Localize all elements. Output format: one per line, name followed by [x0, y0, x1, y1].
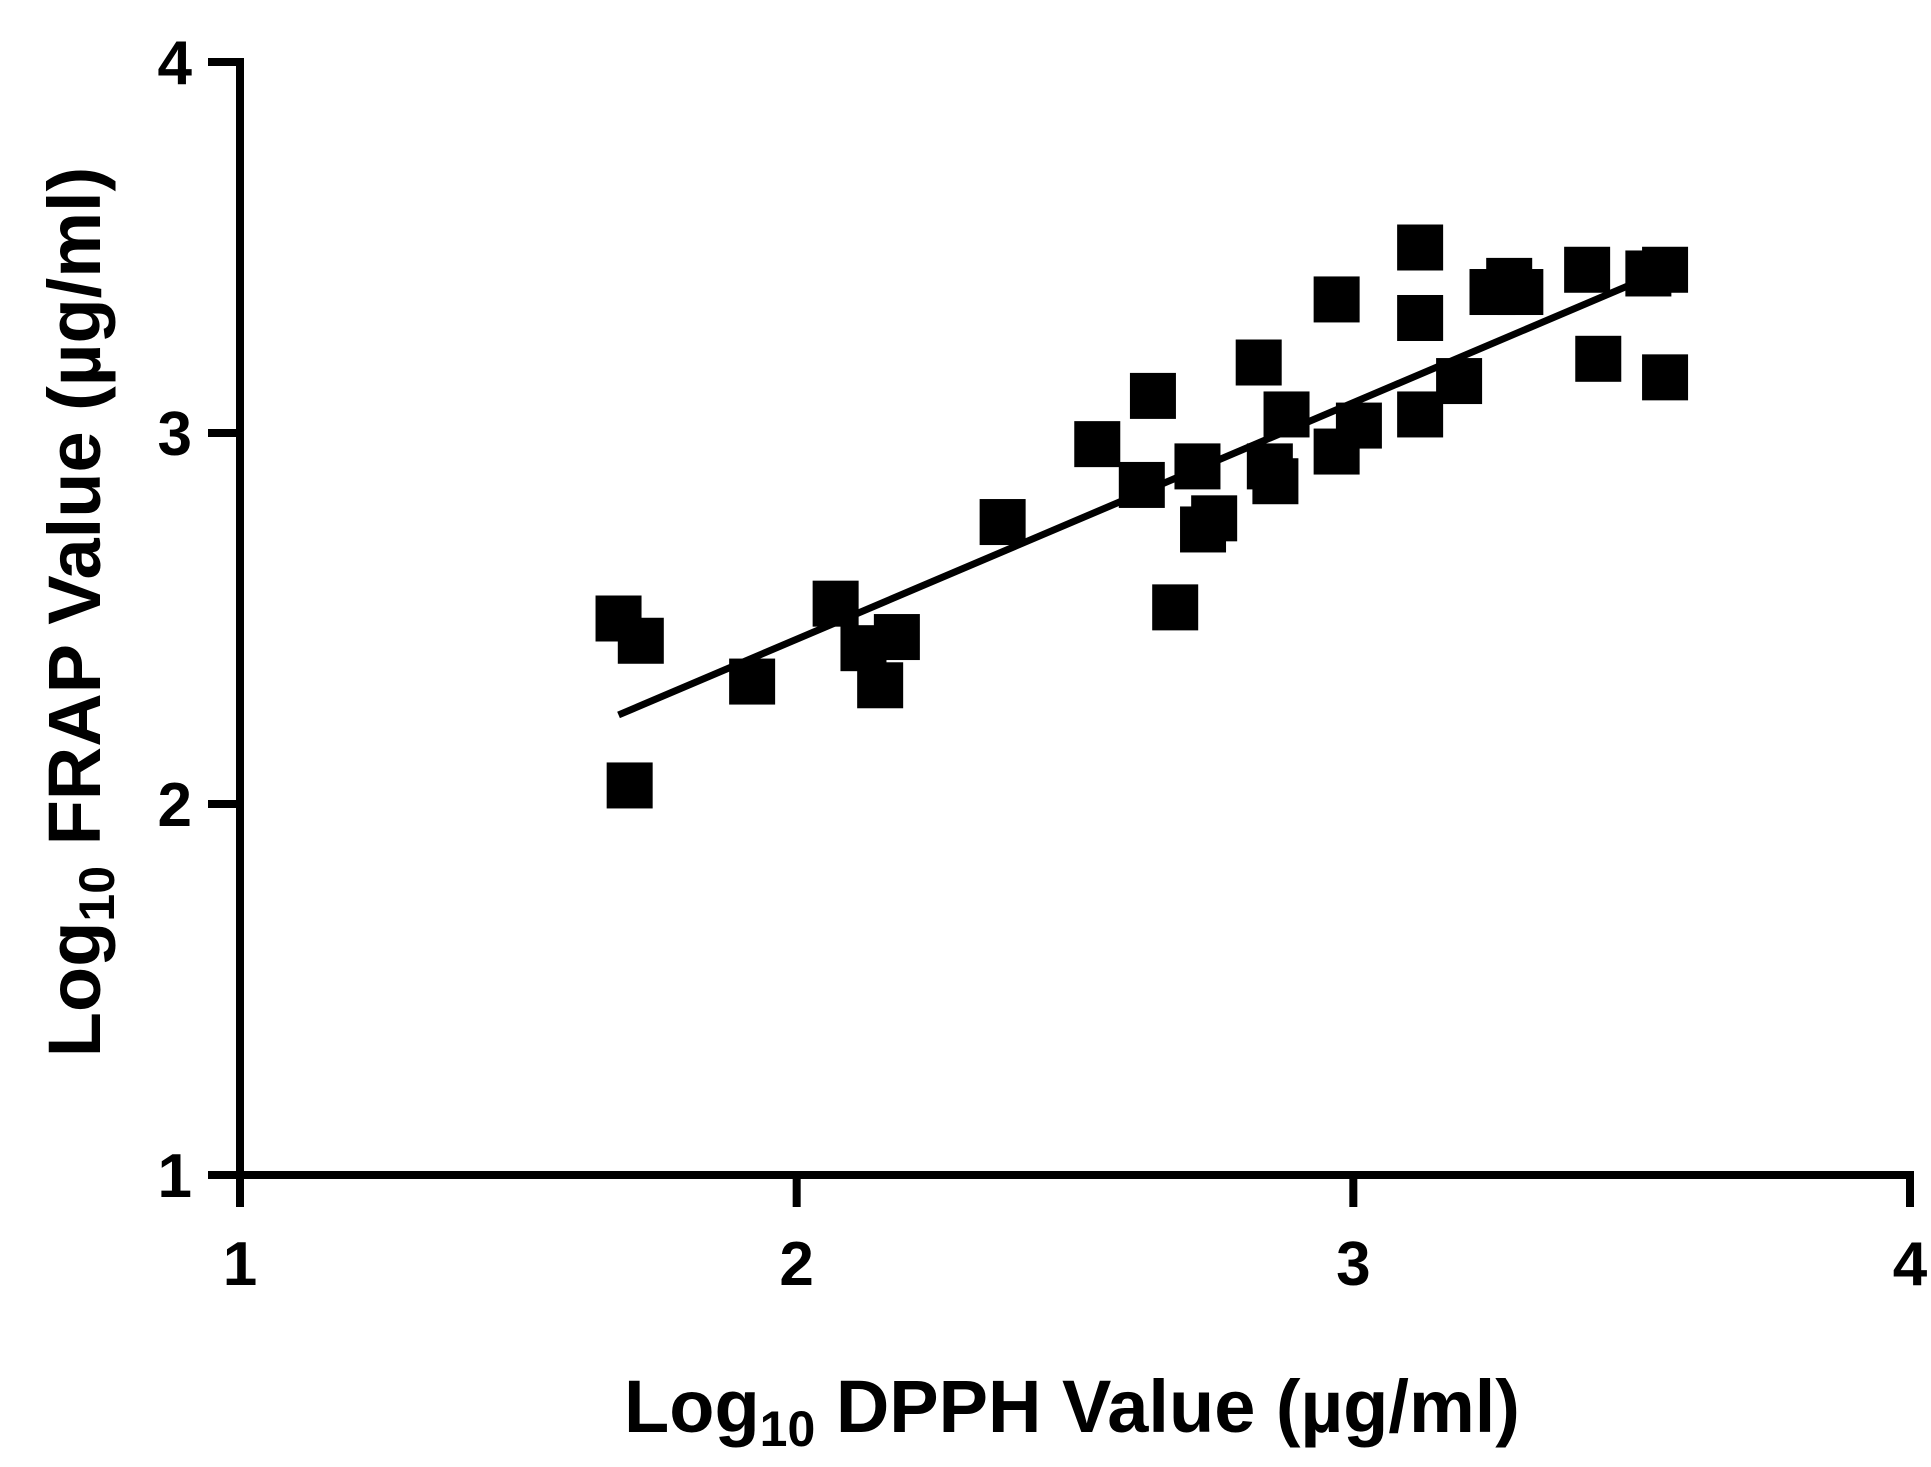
axes	[236, 58, 1914, 1179]
y-axis-title: Log10 FRAP Value (µg/ml)	[33, 167, 125, 1057]
x-tick-label: 4	[1893, 1230, 1928, 1299]
data-point	[1497, 269, 1544, 316]
data-point	[1191, 495, 1238, 542]
x-tick-label: 1	[223, 1230, 257, 1299]
y-tick-label: 2	[158, 771, 192, 840]
data-point	[1235, 339, 1282, 386]
data-point	[1564, 246, 1611, 293]
y-tick-label: 4	[158, 29, 193, 98]
data-point	[979, 499, 1026, 546]
data-point	[1118, 461, 1165, 508]
y-axis-title-subscript: 10	[69, 866, 125, 922]
x-tick-label: 3	[1336, 1230, 1370, 1299]
data-point	[1335, 402, 1382, 449]
data-point	[1129, 372, 1176, 419]
data-point	[1074, 421, 1121, 468]
data-point	[857, 662, 904, 709]
data-point	[1397, 224, 1444, 271]
data-point	[1397, 294, 1444, 341]
data-point	[1436, 358, 1483, 405]
data-points	[595, 224, 1689, 809]
data-point	[617, 617, 664, 664]
data-point	[1642, 354, 1689, 401]
x-axis-title-prefix: Log	[624, 1365, 760, 1448]
y-tick-label: 1	[158, 1142, 192, 1211]
data-point	[729, 658, 776, 705]
ticks: 1 2 3 4 1 2 3 4	[158, 29, 1928, 1299]
data-point	[1263, 391, 1310, 438]
x-axis-title-suffix: DPPH Value (µg/ml)	[815, 1365, 1520, 1448]
x-tick-label: 2	[779, 1230, 813, 1299]
data-point	[1174, 443, 1221, 490]
data-point	[1313, 276, 1360, 323]
data-point	[873, 614, 920, 661]
y-tick-label: 3	[158, 400, 192, 469]
x-axis-title-subscript: 10	[760, 1401, 816, 1457]
data-point	[1642, 246, 1689, 293]
data-point	[1575, 335, 1622, 382]
y-axis-title-prefix: Log	[33, 922, 116, 1058]
data-point	[1152, 584, 1199, 631]
y-axis-title-suffix: FRAP Value (µg/ml)	[33, 167, 116, 866]
data-point	[606, 762, 653, 809]
data-point	[812, 580, 859, 627]
x-axis-title: Log10 DPPH Value (µg/ml)	[624, 1365, 1520, 1457]
data-point	[1252, 458, 1299, 505]
data-point	[1397, 391, 1444, 438]
